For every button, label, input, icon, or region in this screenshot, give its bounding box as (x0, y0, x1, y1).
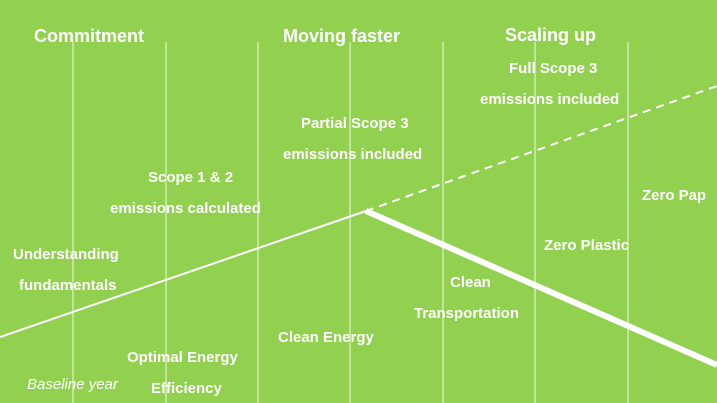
emissions-reduction-line (364, 208, 717, 368)
label-understanding-line1: Understanding (13, 246, 119, 263)
label-clean-energy: Clean Energy (278, 329, 374, 346)
label-zero-plastic: Zero Plastic (544, 237, 630, 254)
label-clean-transport-line1: Clean (450, 274, 491, 291)
header-moving-faster: Moving faster (283, 26, 401, 46)
label-partial-scope3-line1: Partial Scope 3 (301, 115, 409, 132)
label-zero-paper: Zero Pap (642, 187, 707, 204)
label-clean-transport-line2: Transportation (414, 305, 520, 322)
grid-lines (72, 42, 629, 403)
header-commitment: Commitment (34, 26, 145, 46)
projected-emissions-dashed-line (365, 85, 717, 212)
label-optimal-energy-line1: Optimal Energy (127, 349, 238, 366)
label-optimal-energy-line2: Efficiency (151, 380, 222, 397)
emissions-growth-line (0, 210, 367, 338)
label-partial-scope3-line2: emissions included (283, 146, 423, 163)
label-scope12-line1: Scope 1 & 2 (148, 169, 234, 186)
label-full-scope3-line1: Full Scope 3 (509, 60, 598, 77)
label-scope12-line2: emissions calculated (110, 200, 261, 217)
label-understanding-line2: fundamentals (19, 277, 117, 294)
label-baseline-year: Baseline year (27, 376, 118, 393)
header-scaling-up: Scaling up (505, 25, 597, 45)
label-full-scope3-line2: emissions included (480, 91, 620, 108)
